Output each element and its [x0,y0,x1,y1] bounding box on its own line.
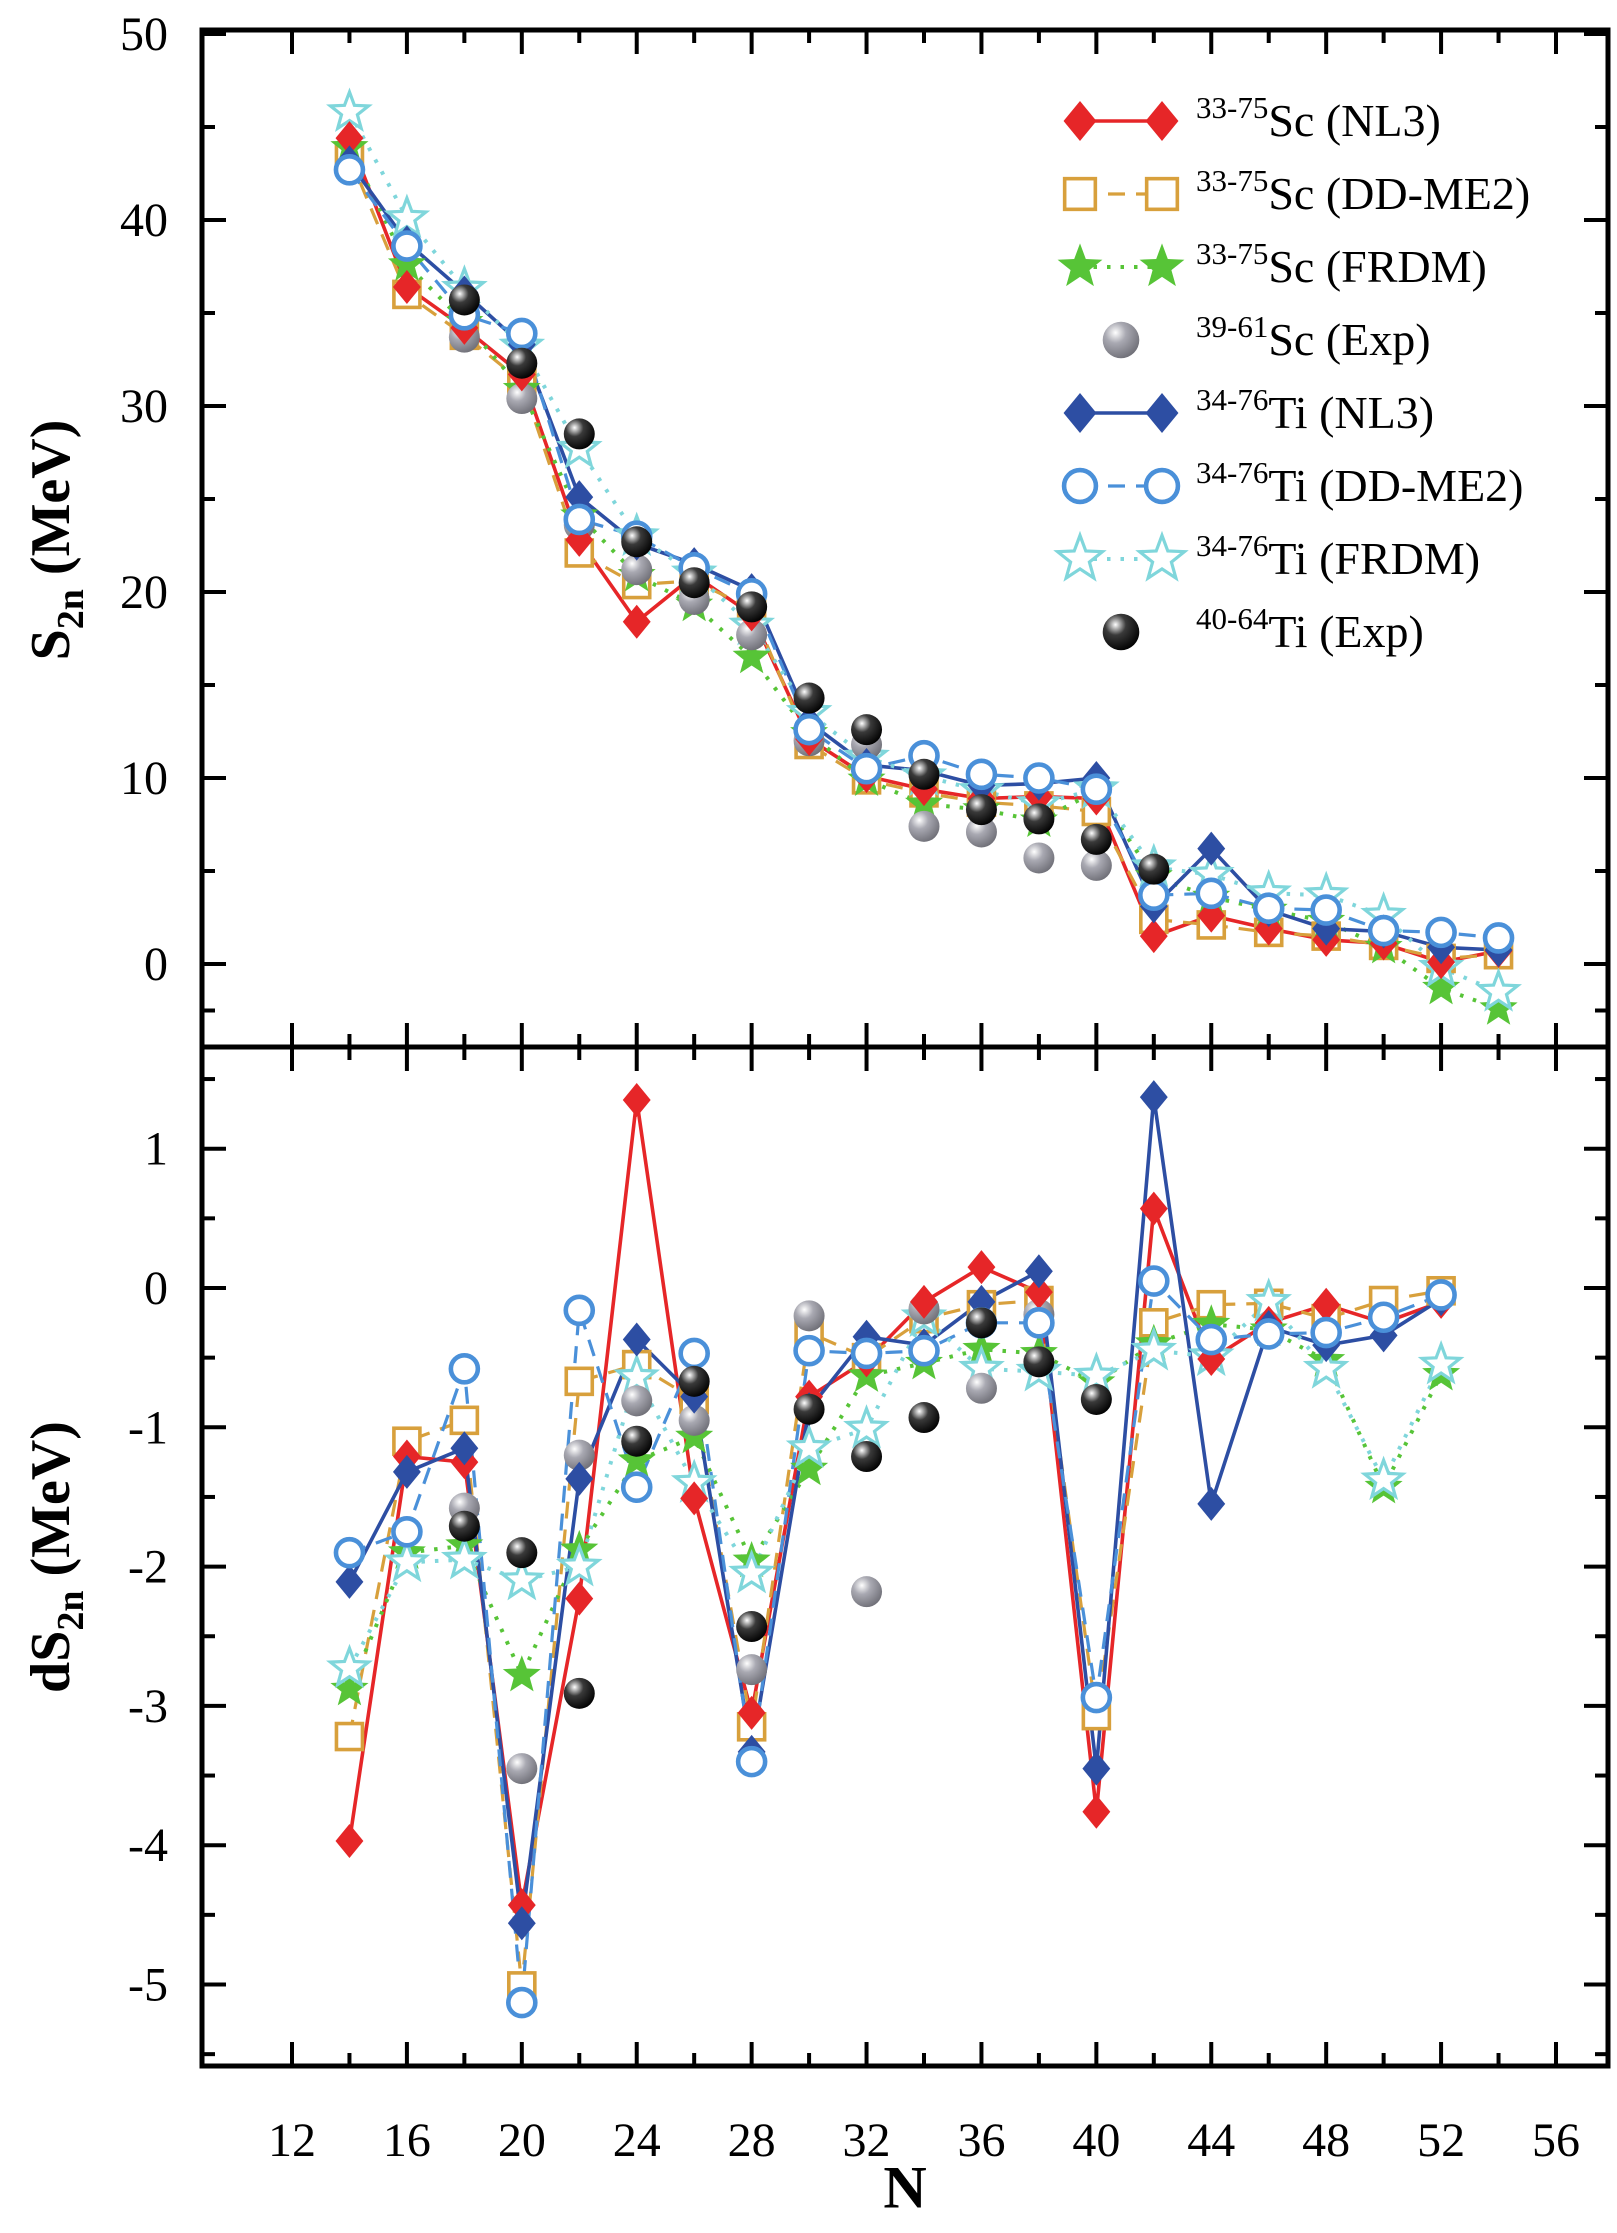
legend-label: 40-64Ti (Exp) [1196,600,1424,657]
legend-label: 33-75Sc (NL3) [1196,89,1441,146]
line-Ti-NL3 [347,1096,1443,1924]
panel-bottom-series [326,1080,1465,2019]
bottom-y-tick-label: 0 [144,1262,168,1315]
markers-Sc-FRDM-bottom [330,1304,1461,1706]
x-tick-label: 48 [1302,2114,1350,2167]
sc-exp-swatch-icon [1102,321,1140,358]
legend-label: 33-75Sc (FRDM) [1196,235,1487,292]
line-Ti-FRDM [347,1299,1443,1670]
bottom-y-title-main: dS [20,1630,82,1693]
top-y-tick-label: 10 [120,752,168,805]
legend-item-sc-nl3: 33-75Sc (NL3) [1046,84,1530,157]
panel-frames [199,27,1611,2069]
line-Ti-DDME2 [348,1277,1442,2003]
ti-nl3-swatch-icon [1063,392,1179,433]
legend-label: 33-75Sc (DD-ME2) [1196,162,1531,219]
legend-label: 39-61Sc (Exp) [1196,308,1431,365]
bottom-y-tick-label: -5 [128,1959,168,2012]
sc-frdm-swatch-icon [1057,242,1185,286]
legend-item-sc-exp: 39-61Sc (Exp) [1046,303,1530,376]
bottom-y-title-sub: 2n [50,1590,92,1631]
x-tick-label: 40 [1072,2114,1120,2167]
legend-item-ti-frdm: 34-76Ti (FRDM) [1046,522,1530,595]
markers-Ti-Exp-top [448,284,1170,885]
sc-nl3-swatch-icon [1063,100,1179,141]
legend-item-sc-ddme2: 33-75Sc (DD-ME2) [1046,157,1530,230]
bottom-y-axis-title: dS2n (MeV) [19,1421,93,1693]
bottom-y-tick-label: -2 [128,1541,168,1594]
x-tick-label: 44 [1187,2114,1235,2167]
markers-Ti-Exp-bottom [448,1307,1112,1709]
top-y-title-main: S [20,629,82,661]
x-tick-label: 16 [383,2114,431,2167]
x-tick-label: 52 [1417,2114,1465,2167]
top-y-tick-label: 50 [120,8,168,61]
legend-item-ti-ddme2: 34-76Ti (DD-ME2) [1046,449,1530,522]
ti-exp-swatch-icon [1102,613,1140,650]
legend-item-sc-frdm: 33-75Sc (FRDM) [1046,230,1530,303]
x-tick-label: 28 [728,2114,776,2167]
ti-ddme2-swatch-icon [1061,467,1181,504]
top-y-tick-label: 40 [120,194,168,247]
x-tick-label: 36 [957,2114,1005,2167]
x-tick-label: 24 [613,2114,661,2167]
top-y-axis-title: S2n (MeV) [19,420,93,661]
top-y-tick-label: 0 [144,938,168,991]
legend-item-ti-exp: 40-64Ti (Exp) [1046,595,1530,668]
legend-label: 34-76Ti (NL3) [1196,381,1435,438]
ti-frdm-swatch-icon [1053,530,1189,582]
x-axis-title: N [883,2154,927,2221]
top-y-title-sub: 2n [50,589,92,630]
markers-Ti-DDME2-bottom [333,1265,1457,2019]
bottom-y-tick-label: 1 [144,1123,168,1176]
panel-top-series [326,87,1522,1025]
axis-ticks [202,30,1608,2066]
legend: 33-75Sc (NL3) 33-75Sc (DD-ME2) 33-75Sc (… [1046,84,1530,668]
line-Sc-FRDM [347,1322,1443,1690]
sc-ddme2-swatch-icon [1062,176,1180,211]
top-y-title-unit: (MeV) [20,419,82,590]
tick-labels: 12 16 20 24 28 32 36 40 44 48 52 560102030405010-1-… [120,8,1580,2167]
x-tick-label: 32 [843,2114,891,2167]
bottom-y-tick-label: -4 [128,1819,168,1872]
x-tick-label: 56 [1532,2114,1580,2167]
markers-Sc-DDME2-bottom [334,1275,1456,2001]
line-Sc-FRDM [347,146,1500,1011]
legend-item-ti-nl3: 34-76Ti (NL3) [1046,376,1530,449]
line-Sc-DDME2 [347,1289,1442,1987]
bottom-y-tick-label: -3 [128,1680,168,1733]
legend-label: 34-76Ti (FRDM) [1196,527,1481,584]
bottom-y-title-unit: (MeV) [20,1421,82,1591]
legend-label: 34-76Ti (DD-ME2) [1196,454,1524,511]
top-y-tick-label: 30 [120,380,168,433]
x-tick-label: 20 [498,2114,546,2167]
line-Sc-NL3 [347,1099,1442,1906]
bottom-y-tick-label: -1 [128,1401,168,1454]
x-tick-label: 12 [268,2114,316,2167]
top-y-tick-label: 20 [120,566,168,619]
